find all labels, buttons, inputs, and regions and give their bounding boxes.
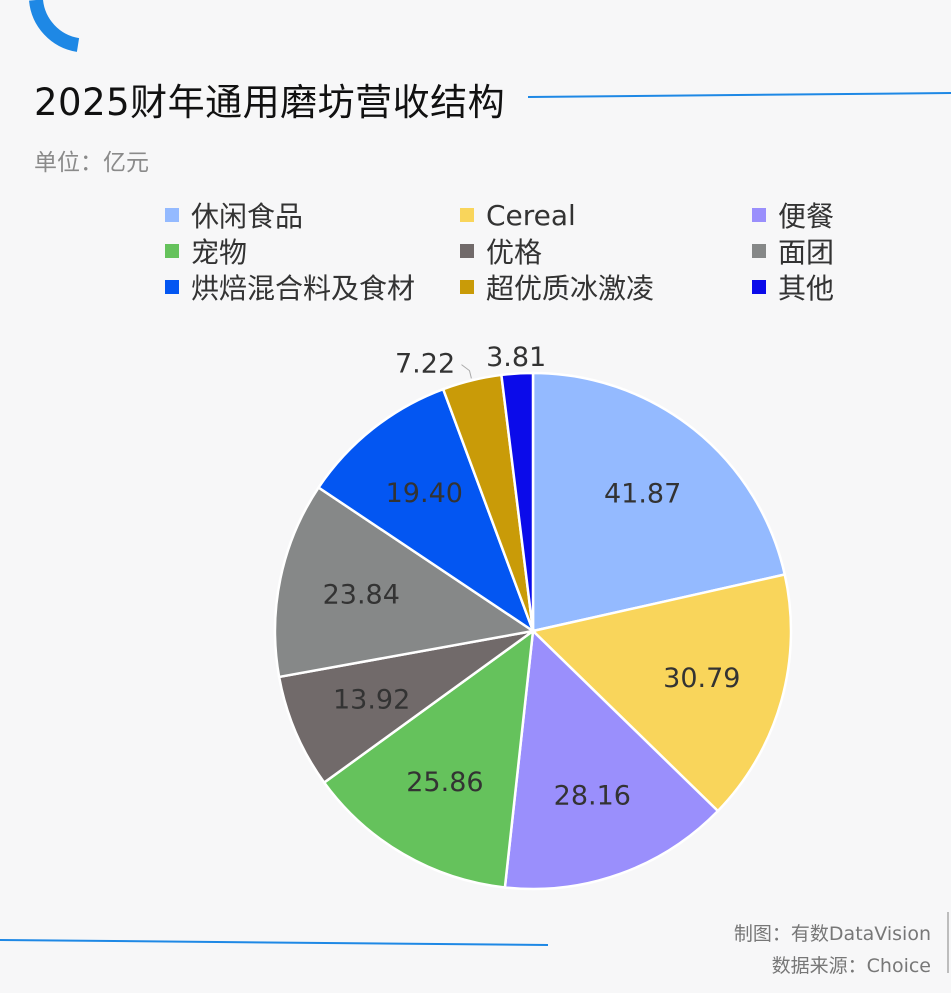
legend-item: Cereal: [460, 197, 576, 233]
pie-slice: [277, 629, 534, 785]
decorative-arc: [29, 0, 80, 52]
legend-item: 优格: [460, 233, 542, 269]
legend-swatch: [752, 280, 766, 294]
pie-slice: [273, 485, 537, 679]
legend-swatch: [752, 244, 766, 258]
legend-item: 超优质冰激凌: [460, 269, 654, 305]
data-label: 28.16: [554, 781, 631, 812]
legend-label: 宠物: [191, 236, 248, 269]
legend-item: 面团: [752, 233, 834, 269]
pie-slice: [316, 387, 536, 635]
legend-label: 面团: [778, 236, 835, 269]
pie-slice: [531, 371, 787, 633]
chart-title: 2025财年通用磨坊营收结构: [34, 81, 506, 124]
legend-label: 烘焙混合料及食材: [191, 272, 416, 305]
legend-swatch: [165, 280, 179, 294]
legend-item: 休闲食品: [165, 197, 303, 233]
legend-swatch: [165, 244, 179, 258]
legend-label: 超优质冰激凌: [486, 272, 655, 305]
unit-label: 单位：亿元: [34, 150, 149, 176]
legend-swatch: [460, 280, 474, 294]
legend-label: 其他: [778, 272, 835, 305]
pie-slice: [530, 573, 793, 813]
legend-item: 宠物: [165, 233, 247, 269]
data-label: 23.84: [323, 580, 400, 611]
leader-line: [461, 364, 472, 379]
legend-label: 便餐: [778, 200, 835, 233]
legend-item: 烘焙混合料及食材: [165, 269, 415, 305]
legend-swatch: [460, 208, 474, 222]
legend: 休闲食品 Cereal 便餐宠物 优格 面团烘焙混合料及食材 超优质冰激凌 其他: [165, 197, 865, 307]
data-label: 19.40: [386, 478, 463, 509]
legend-swatch: [460, 244, 474, 258]
pie-slice: [322, 628, 535, 889]
legend-label: 优格: [486, 236, 543, 269]
maker-credit: 制图：有数DataVision: [733, 923, 931, 945]
legend-label: Cereal: [486, 198, 576, 232]
legend-item: 其他: [752, 269, 834, 305]
legend-item: 便餐: [752, 197, 834, 233]
source-credit: 数据来源：Choice: [771, 955, 931, 977]
data-label: 41.87: [604, 479, 681, 510]
data-label: 13.92: [333, 684, 410, 715]
legend-label: 休闲食品: [191, 200, 304, 233]
data-label: 30.79: [663, 663, 740, 694]
legend-swatch: [752, 208, 766, 222]
data-label: 3.81: [486, 342, 546, 373]
legend-swatch: [165, 208, 179, 222]
pie-slice: [499, 371, 535, 632]
data-label: 7.22: [395, 348, 455, 379]
pie-slice: [503, 628, 720, 891]
data-label: 25.86: [406, 767, 483, 798]
